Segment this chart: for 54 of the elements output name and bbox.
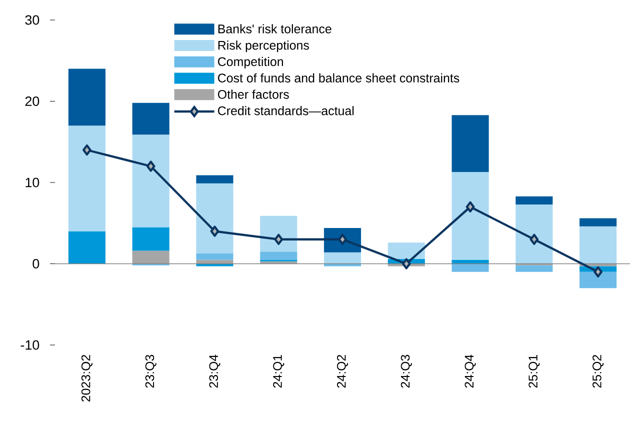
point [594, 266, 603, 278]
y-tick-label: 0 [32, 258, 40, 269]
x-tick-label: 25:Q2 [592, 354, 604, 388]
x-tick-label: 23:Q4 [209, 354, 220, 388]
x-tick-label: 2023:Q2 [81, 354, 92, 402]
bar [132, 250, 170, 264]
y-tick-label: 30 [25, 15, 40, 25]
x-tick-label: 25:Q1 [528, 354, 540, 388]
legend-label: Credit standards—actual [218, 106, 354, 116]
point [466, 201, 475, 212]
point [274, 234, 284, 245]
legend-label: Competition [218, 56, 283, 69]
y-tick-label: -10 [20, 340, 40, 350]
point [210, 226, 220, 237]
bar [196, 253, 234, 260]
bar [196, 175, 234, 184]
point [82, 144, 92, 156]
bar [580, 226, 617, 264]
bar [580, 218, 617, 226]
point [338, 234, 347, 245]
bar [452, 264, 489, 272]
x-tick-label: 24:Q1 [273, 354, 284, 388]
bar [324, 252, 362, 264]
bar [260, 216, 298, 252]
bar [68, 231, 106, 264]
bar [516, 196, 553, 204]
x-tick-label: 23:Q3 [145, 354, 156, 388]
x-tick-label: 24:Q3 [400, 354, 412, 388]
legend-label: Banks' risk tolerance [218, 24, 332, 34]
x-tick-label: 24:Q2 [336, 354, 348, 388]
bar [68, 126, 106, 232]
point [530, 234, 539, 245]
bar [260, 252, 298, 260]
bar [452, 260, 489, 264]
point [146, 160, 156, 172]
legend-label: Risk perceptions [218, 40, 309, 52]
bar [68, 68, 106, 126]
bar [516, 265, 553, 272]
bar [388, 242, 425, 259]
x-tick-label: 24:Q4 [464, 354, 476, 388]
bar [132, 102, 170, 135]
legend-label: Other factors [218, 90, 289, 99]
y-tick-label: 20 [25, 96, 40, 106]
bar [132, 227, 170, 251]
bar [516, 204, 553, 264]
y-tick-label: 10 [26, 178, 40, 188]
bar [452, 172, 489, 260]
bar [196, 260, 234, 264]
bar [196, 183, 234, 254]
bar [132, 134, 170, 228]
bar [580, 272, 617, 288]
bar [452, 115, 489, 172]
point [402, 258, 411, 270]
legend-label: Cost of funds and balance sheet constraints [218, 73, 460, 82]
